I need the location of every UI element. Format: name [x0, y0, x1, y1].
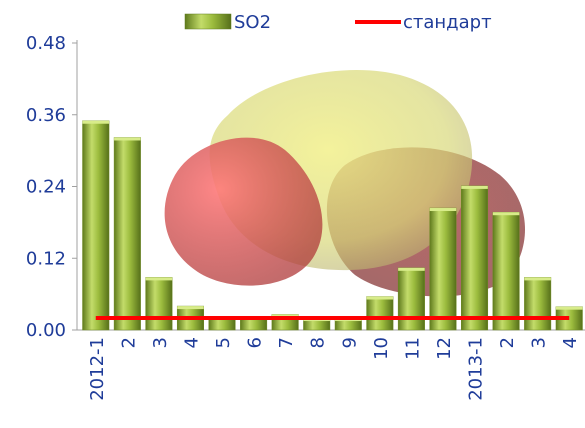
y-tick-label: 0.00: [26, 320, 66, 341]
x-tick-label: 8: [308, 337, 329, 348]
x-tick-label: 6: [245, 337, 266, 348]
y-tick-label: 0.48: [26, 33, 66, 54]
bar-top-highlight: [271, 314, 299, 318]
legend-standard-label: стандарт: [403, 12, 492, 33]
x-tick-label: 2012-1: [87, 337, 108, 401]
x-tick-label: 4: [181, 337, 202, 348]
x-tick-label: 2: [118, 337, 139, 348]
red-blob: [164, 137, 323, 286]
bar-top-highlight: [524, 277, 551, 281]
bar-so2: [461, 185, 489, 331]
bar-top-highlight: [366, 296, 394, 300]
background-blobs: [164, 69, 525, 297]
x-tick-label: 9: [339, 337, 360, 348]
legend-so2-swatch: [184, 13, 232, 30]
bar-so2: [366, 296, 394, 331]
x-tick-label: 5: [213, 337, 234, 348]
bar-so2: [82, 120, 110, 331]
x-tick-label: 12: [434, 337, 455, 360]
bar-so2: [145, 277, 173, 331]
y-tick-label: 0.36: [26, 105, 66, 126]
x-tick-label: 2: [497, 337, 518, 348]
bar-top-highlight: [114, 137, 141, 141]
x-tick-label: 2013-1: [466, 337, 487, 401]
x-ticks: 2012-1 2 3 4 5 6 7 8 9 10 11 12 2013-1 2 3 4: [87, 337, 581, 401]
bar-top-highlight: [398, 267, 425, 271]
bar-top-highlight: [492, 212, 520, 216]
y-tick-label: 0.12: [26, 248, 66, 269]
bar-top-highlight: [82, 120, 110, 124]
bar-top-highlight: [177, 306, 204, 310]
bars: [82, 120, 583, 331]
x-tick-label: 7: [276, 337, 297, 348]
x-tick-label: 11: [402, 337, 423, 360]
bar-so2: [492, 211, 520, 331]
legend: SO2 стандарт: [184, 12, 492, 33]
bar-top-highlight: [461, 185, 488, 189]
bar-top-highlight: [555, 306, 583, 310]
x-tick-label: 10: [371, 337, 392, 360]
bar-so2: [524, 277, 552, 331]
bar-top-highlight: [429, 208, 457, 212]
x-tick-label: 3: [150, 337, 171, 348]
y-tick-label: 0.24: [26, 177, 66, 198]
bar-so2: [113, 137, 141, 331]
legend-so2-label: SO2: [234, 12, 271, 33]
bar-top-highlight: [145, 277, 173, 281]
y-ticks: 0.00 0.12 0.24 0.36 0.48: [26, 33, 77, 341]
x-tick-label: 4: [560, 337, 581, 348]
bar-so2: [397, 267, 425, 331]
x-tick-label: 3: [529, 337, 550, 348]
bar-so2: [429, 207, 457, 331]
